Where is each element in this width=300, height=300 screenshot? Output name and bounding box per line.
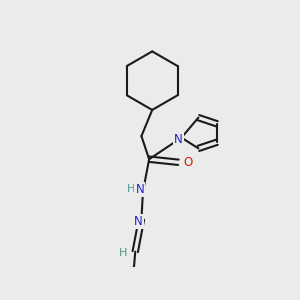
Text: H: H: [127, 184, 135, 194]
Text: O: O: [183, 156, 192, 169]
Text: H: H: [119, 248, 127, 258]
Text: N: N: [174, 134, 183, 146]
Text: N: N: [136, 183, 144, 196]
Text: N: N: [134, 215, 143, 228]
